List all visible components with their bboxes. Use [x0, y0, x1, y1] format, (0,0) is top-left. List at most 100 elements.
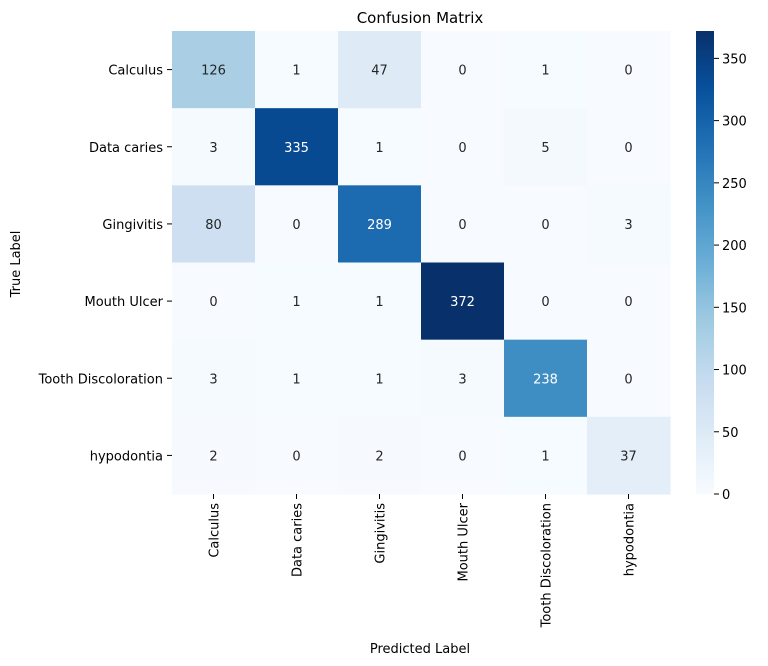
cell-value-label: 289 [367, 218, 392, 233]
heatmap-cell [421, 416, 505, 495]
heatmap-cell [255, 339, 339, 418]
y-tick-label: Calculus [108, 64, 163, 79]
heatmap-cell [338, 262, 422, 341]
heatmap-cell [421, 185, 505, 264]
heatmap-cell [172, 31, 256, 109]
cell-value-label: 1 [375, 372, 383, 387]
heatmap-cell [587, 262, 671, 341]
cell-value-label: 0 [624, 141, 632, 156]
cell-value-label: 126 [201, 64, 226, 79]
heatmap-cell [255, 108, 339, 186]
colorbar-tick-label: 200 [722, 239, 747, 254]
x-tick-label: hypodontia [623, 503, 638, 576]
cell-value-label: 2 [375, 449, 383, 464]
heatmap-cell [338, 339, 422, 418]
y-tick-label: hypodontia [90, 449, 163, 464]
colorbar-tick-label: 300 [722, 115, 747, 130]
y-axis-ticks: Calculus Data caries Gingivitis Mouth Ulcer… [38, 64, 172, 464]
cell-value-label: 0 [624, 295, 632, 310]
heatmap-cell [504, 108, 588, 186]
heatmap-cell [172, 108, 256, 186]
cell-value-label: 3 [624, 218, 632, 233]
cell-value-label: 0 [541, 295, 549, 310]
heatmap-cell [338, 416, 422, 495]
heatmap-cell [504, 262, 588, 341]
x-tick-label: Data caries [291, 503, 306, 577]
heatmap-cell [421, 339, 505, 418]
heatmap-cell [255, 416, 339, 495]
heatmap-cell [338, 108, 422, 186]
heatmap-cell [172, 185, 256, 264]
cell-value-label: 0 [209, 295, 217, 310]
cell-value-label: 0 [541, 218, 549, 233]
cell-value-label: 3 [209, 372, 217, 387]
heatmap-cell-labels: 126 1 47 0 1 03 335 1 0 5 080 0 289 0 0 30 1 1 372 0 03 1 1 3 23… [201, 64, 637, 465]
colorbar-tick-label: 50 [722, 426, 739, 441]
x-tick-label: Tooth Discoloration [540, 503, 555, 628]
cell-value-label: 335 [284, 141, 309, 156]
heatmap-cell [172, 262, 256, 341]
cell-value-label: 3 [458, 372, 466, 387]
colorbar-ticks: 0 50 100 150 200 250 300 350 [714, 52, 747, 503]
heatmap-cell [421, 262, 505, 341]
heatmap-cell [587, 185, 671, 264]
cell-value-label: 80 [205, 218, 222, 233]
colorbar-tick-label: 100 [722, 364, 747, 379]
cell-value-label: 37 [620, 449, 637, 464]
heatmap-cell [421, 31, 505, 109]
y-tick-label: Mouth Ulcer [85, 295, 164, 310]
colorbar-tick-label: 350 [722, 52, 747, 67]
cell-value-label: 5 [541, 141, 549, 156]
cell-value-label: 1 [541, 64, 549, 79]
heatmap-cell [587, 416, 671, 495]
cell-value-label: 3 [209, 141, 217, 156]
heatmap-cell [172, 416, 256, 495]
cell-value-label: 1 [375, 141, 383, 156]
heatmap-cells [172, 31, 671, 495]
cell-value-label: 0 [458, 141, 466, 156]
cell-value-label: 0 [458, 218, 466, 233]
x-axis-label: Predicted Label [370, 642, 470, 657]
heatmap-cell [504, 31, 588, 109]
y-axis-label: True Label [9, 231, 24, 299]
heatmap-cell [255, 185, 339, 264]
heatmap-cell [587, 339, 671, 418]
cell-value-label: 0 [624, 372, 632, 387]
cell-value-label: 0 [458, 64, 466, 79]
chart-title: Confusion Matrix [357, 9, 484, 27]
cell-value-label: 0 [624, 64, 632, 79]
x-tick-label: Gingivitis [374, 503, 389, 564]
heatmap-cell [172, 339, 256, 418]
cell-value-label: 1 [541, 449, 549, 464]
heatmap-cell [504, 185, 588, 264]
cell-value-label: 0 [292, 218, 300, 233]
cell-value-label: 0 [458, 449, 466, 464]
y-tick-label: Gingivitis [102, 218, 163, 233]
heatmap-cell [255, 31, 339, 109]
x-axis-ticks: Calculus Data caries Gingivitis Mouth Ulcer… [208, 494, 638, 628]
heatmap-cell [338, 185, 422, 264]
heatmap-cell [421, 108, 505, 186]
heatmap-cell [338, 31, 422, 109]
heatmap-cell [504, 339, 588, 418]
y-tick-label: Tooth Discoloration [38, 372, 163, 387]
cell-value-label: 1 [375, 295, 383, 310]
x-tick-label: Calculus [208, 503, 223, 558]
colorbar-tick-label: 150 [722, 301, 747, 316]
colorbar-tick-label: 250 [722, 177, 747, 192]
colorbar [696, 31, 714, 494]
heatmap-cell [255, 262, 339, 341]
cell-value-label: 2 [209, 449, 217, 464]
cell-value-label: 372 [450, 295, 475, 310]
x-tick-label: Mouth Ulcer [457, 502, 472, 581]
cell-value-label: 238 [533, 372, 558, 387]
heatmap-cell [504, 416, 588, 495]
cell-value-label: 1 [292, 295, 300, 310]
cell-value-label: 1 [292, 372, 300, 387]
cell-value-label: 47 [371, 64, 388, 79]
heatmap-cell [587, 108, 671, 186]
cell-value-label: 1 [292, 64, 300, 79]
colorbar-tick-label: 0 [722, 488, 730, 503]
cell-value-label: 0 [292, 449, 300, 464]
